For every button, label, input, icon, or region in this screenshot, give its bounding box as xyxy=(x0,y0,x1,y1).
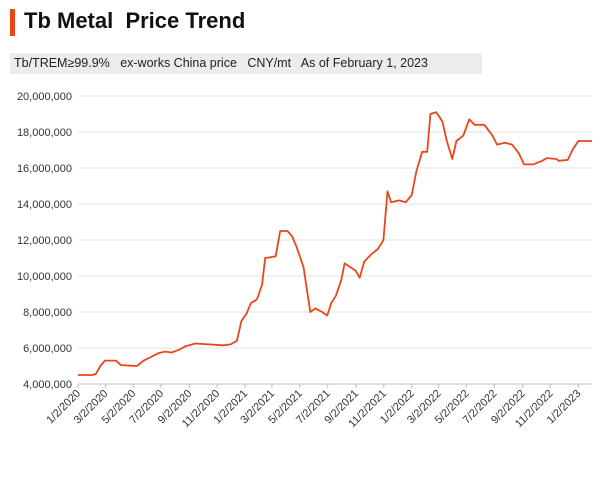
y-tick-label: 14,000,000 xyxy=(17,199,72,211)
title-accent-bar xyxy=(10,9,15,36)
y-tick-label: 16,000,000 xyxy=(17,163,72,175)
chart-title: Tb Metal Price Trend xyxy=(24,8,246,33)
y-tick-label: 18,000,000 xyxy=(17,127,72,139)
chart-subtitle: Tb/TREM≥99.9% ex-works China price CNY/m… xyxy=(10,53,482,74)
y-tick-label: 12,000,000 xyxy=(17,235,72,247)
y-tick-label: 10,000,000 xyxy=(17,271,72,283)
y-tick-label: 20,000,000 xyxy=(17,91,72,103)
y-tick-label: 4,000,000 xyxy=(23,379,72,391)
y-tick-label: 6,000,000 xyxy=(23,343,72,355)
y-tick-label: 8,000,000 xyxy=(23,307,72,319)
series-line xyxy=(78,111,592,376)
